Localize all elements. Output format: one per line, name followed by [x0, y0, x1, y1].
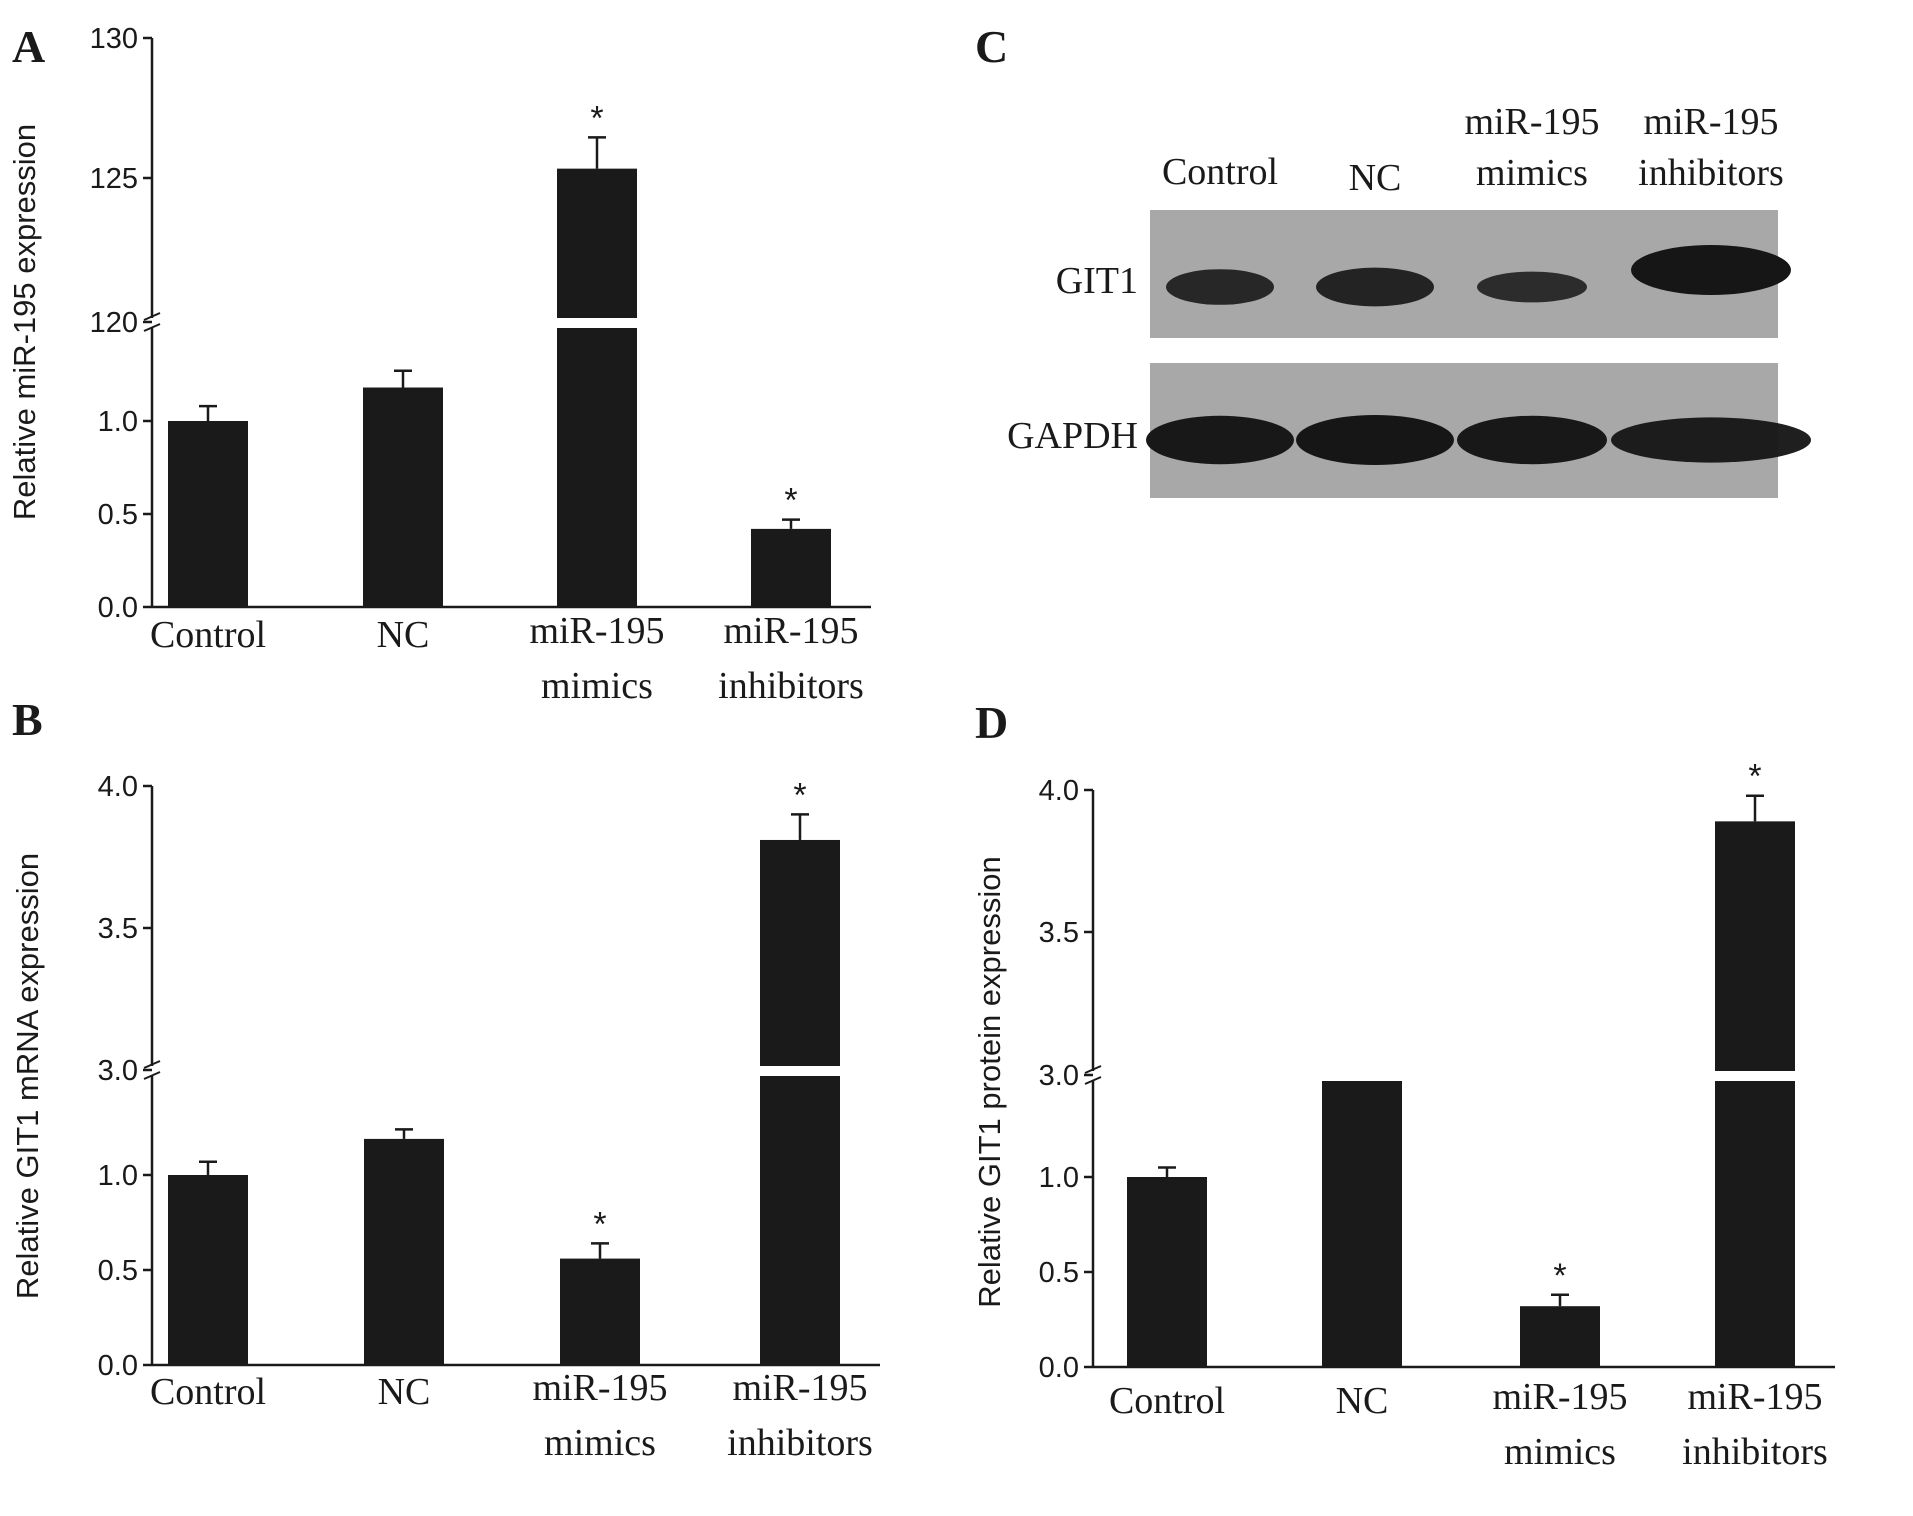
blot-band — [1316, 267, 1434, 307]
x-category-label: inhibitors — [1682, 1431, 1828, 1473]
bar — [168, 421, 248, 607]
bar-lower-segment — [1322, 1081, 1402, 1367]
blot-band — [1631, 245, 1791, 295]
x-category-label: mimics — [544, 1422, 656, 1464]
panel-letter: C — [975, 21, 1008, 72]
blot-band — [1477, 271, 1587, 303]
blot-lane-label: miR-195 — [1464, 101, 1599, 143]
blot-lane-label: NC — [1349, 157, 1402, 199]
blot-band — [1146, 415, 1294, 465]
blot-band — [1166, 269, 1274, 305]
panel-d-chart: D Relative GIT1 protein expression 0.0 0.5 1… — [972, 697, 1835, 1473]
y-tick-label: 3.0 — [98, 1055, 138, 1087]
blot-lane-label: mimics — [1476, 152, 1588, 194]
significance-marker: * — [1553, 1257, 1566, 1295]
significance-marker: * — [593, 1205, 606, 1243]
y-axis-title: Relative GIT1 protein expression — [972, 856, 1007, 1307]
x-category-label: miR-195 — [732, 1367, 867, 1409]
blot-row-label: GAPDH — [1007, 415, 1138, 457]
x-category-label: mimics — [1504, 1431, 1616, 1473]
bar — [557, 168, 637, 318]
bar-lower-segment — [557, 328, 637, 607]
blot-lane-label: Control — [1162, 151, 1278, 193]
panel-a-chart: A Relative miR-195 expression 0.0 0.5 1.0 120… — [7, 21, 871, 707]
y-tick-label: 125 — [90, 163, 138, 195]
axis-break-mark — [143, 1071, 161, 1080]
y-tick-label: 120 — [90, 307, 138, 339]
x-category-label: miR-195 — [1492, 1376, 1627, 1418]
bar-lower-segment — [760, 1076, 840, 1365]
y-tick-label: 0.0 — [1039, 1352, 1079, 1384]
y-tick-label: 4.0 — [98, 771, 138, 803]
significance-marker: * — [793, 776, 806, 814]
bar — [560, 1258, 640, 1365]
significance-marker: * — [1748, 758, 1761, 796]
x-category-label: NC — [378, 1371, 431, 1413]
bar — [760, 839, 840, 1066]
bar — [168, 1175, 248, 1365]
blot-lane-label: inhibitors — [1638, 152, 1784, 194]
axis-break-mark — [1084, 1065, 1102, 1074]
y-tick-label: 0.5 — [98, 1255, 138, 1287]
x-category-label: inhibitors — [727, 1422, 873, 1464]
x-category-label: NC — [377, 614, 430, 656]
bar — [363, 387, 443, 607]
bar — [1715, 821, 1795, 1071]
y-tick-label: 1.0 — [98, 406, 138, 438]
panel-b-chart: B Relative GIT1 mRNA expression 0.0 0.5 1.0 3… — [10, 694, 880, 1464]
panel-letter: B — [12, 694, 43, 745]
axis-break-mark — [143, 1060, 161, 1069]
y-axis-title: Relative miR-195 expression — [7, 124, 42, 520]
significance-marker: * — [784, 482, 797, 520]
x-category-label: inhibitors — [718, 665, 864, 707]
y-tick-label: 0.0 — [98, 592, 138, 624]
panel-c-western-blot: C Control NC miR-195 mimics miR-195 inhibitors… — [975, 21, 1811, 498]
blot-band — [1296, 415, 1454, 465]
axis-break-mark — [143, 323, 161, 332]
y-tick-label: 0.5 — [1039, 1257, 1079, 1289]
blot-lane-label: miR-195 — [1643, 101, 1778, 143]
x-category-label: miR-195 — [529, 610, 664, 652]
y-tick-label: 4.0 — [1039, 775, 1079, 807]
y-tick-label: 3.5 — [98, 913, 138, 945]
x-category-label: Control — [1109, 1380, 1225, 1422]
blot-band — [1457, 415, 1607, 465]
x-category-label: miR-195 — [723, 610, 858, 652]
panel-letter: D — [975, 697, 1008, 748]
bar — [364, 1138, 444, 1365]
panel-letter: A — [12, 21, 45, 72]
y-axis-title: Relative GIT1 mRNA expression — [10, 853, 45, 1299]
axis-break-mark — [1084, 1076, 1102, 1085]
bar — [1127, 1177, 1207, 1367]
y-tick-label: 0.5 — [98, 499, 138, 531]
x-category-label: Control — [150, 614, 266, 656]
bar — [751, 528, 831, 607]
y-tick-label: 1.0 — [1039, 1162, 1079, 1194]
y-tick-label: 0.0 — [98, 1350, 138, 1382]
x-category-label: NC — [1336, 1380, 1389, 1422]
axis-break-mark — [143, 312, 161, 321]
blot-band — [1611, 417, 1811, 463]
x-category-label: mimics — [541, 665, 653, 707]
bar — [1520, 1306, 1600, 1367]
x-category-label: Control — [150, 1371, 266, 1413]
y-tick-label: 1.0 — [98, 1160, 138, 1192]
y-tick-label: 3.5 — [1039, 917, 1079, 949]
y-tick-label: 3.0 — [1039, 1060, 1079, 1092]
y-tick-label: 130 — [90, 23, 138, 55]
blot-row-label: GIT1 — [1056, 260, 1138, 302]
x-category-label: miR-195 — [532, 1367, 667, 1409]
x-category-label: miR-195 — [1687, 1376, 1822, 1418]
significance-marker: * — [590, 99, 603, 137]
bar-lower-segment — [1715, 1081, 1795, 1367]
